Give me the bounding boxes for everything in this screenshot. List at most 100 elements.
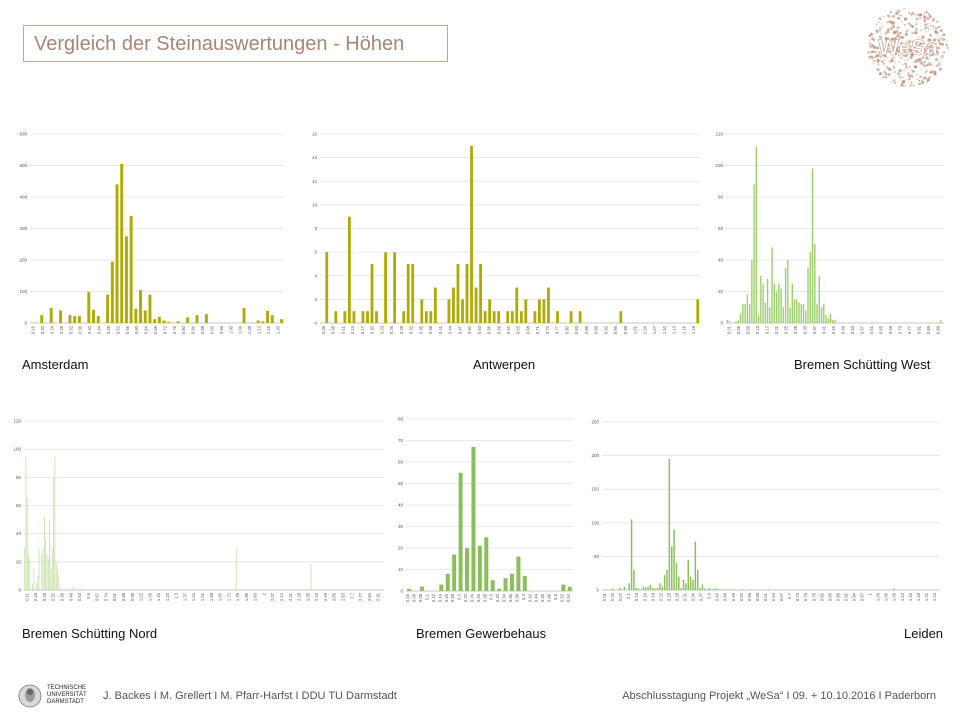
logo-dot: [894, 53, 897, 55]
bar: [420, 299, 424, 324]
logo-dot: [925, 30, 927, 33]
logo-dot: [938, 64, 940, 66]
logo-dot: [894, 12, 898, 16]
logo-dot: [929, 42, 932, 44]
logo-dot: [941, 37, 945, 42]
logo-dot: [937, 61, 941, 65]
logo-dot: [888, 15, 891, 19]
bar: [652, 587, 654, 590]
logo-dot: [932, 25, 935, 28]
x-tick-label: 0.88: [121, 592, 126, 601]
bar: [726, 319, 728, 323]
logo-dot: [903, 59, 905, 62]
bar: [49, 519, 51, 590]
bar: [811, 168, 814, 323]
y-tick-label: 12: [312, 179, 318, 184]
x-tick-label: 1.19: [691, 325, 696, 334]
bar: [732, 589, 734, 590]
logo-dot: [905, 66, 908, 69]
bar: [787, 260, 789, 323]
logo-dot: [875, 46, 880, 50]
city-label-leiden: Leiden: [904, 626, 944, 641]
logo-dot: [882, 53, 886, 57]
logo-dot: [920, 68, 923, 71]
bar: [771, 247, 773, 323]
x-tick-label: 0.53: [477, 325, 482, 334]
bar: [57, 568, 58, 591]
bar: [656, 587, 659, 590]
x-tick-label: 0.23: [379, 325, 384, 334]
x-tick-label: 2.91: [376, 592, 381, 601]
x-tick-label: 2.21: [288, 592, 293, 601]
bar: [742, 304, 744, 323]
x-tick-label: 0.80: [181, 325, 186, 334]
y-tick-label: 200: [19, 258, 27, 263]
logo-dot: [929, 45, 932, 49]
logo-dot: [891, 14, 896, 18]
x-tick-label: 0.17: [765, 325, 770, 334]
x-tick-label: 0.13: [634, 592, 639, 601]
logo-dot: [903, 46, 905, 49]
logo-dot: [872, 38, 876, 42]
logo-dot: [894, 61, 897, 64]
logo-dot: [874, 46, 877, 49]
y-tick-label: 100: [591, 520, 599, 525]
logo-dot: [926, 26, 929, 29]
y-tick-label: 400: [19, 195, 27, 200]
logo-dot: [925, 28, 927, 30]
bar: [522, 575, 527, 591]
logo-dot: [907, 58, 909, 61]
bar: [809, 252, 811, 324]
x-tick-label: 0.45: [831, 325, 836, 334]
logo-dot: [879, 35, 883, 39]
logo-dot: [874, 50, 878, 53]
x-tick-label: 0.83: [574, 325, 579, 334]
x-tick-label: 1.03: [876, 592, 881, 601]
logo-dot: [908, 78, 911, 81]
bar: [715, 588, 718, 590]
x-tick-label: 0.50: [467, 325, 472, 334]
y-tick-label: 80: [718, 195, 724, 200]
logo-dot: [923, 14, 925, 17]
logo-dot: [899, 76, 902, 79]
logo-dot: [888, 30, 890, 32]
logo-dot: [898, 37, 900, 40]
x-tick-label: 0.32: [51, 592, 56, 601]
bar: [68, 315, 72, 324]
logo-dot: [895, 47, 899, 51]
x-tick-label: 0.41: [822, 325, 827, 334]
bar: [823, 304, 825, 323]
x-tick-label: 0.1: [424, 593, 429, 599]
bar: [825, 315, 827, 324]
x-tick-label: 1.12: [900, 592, 905, 601]
x-tick-label: 0.18: [450, 593, 455, 602]
bar: [439, 584, 444, 591]
logo-dot: [909, 68, 912, 71]
logo-dot: [893, 79, 896, 82]
logo-dot: [910, 13, 913, 16]
logo-dot: [915, 22, 917, 24]
logo-dot: [897, 50, 900, 53]
logo-dot: [893, 31, 897, 35]
x-tick-label: 0.24: [50, 325, 55, 334]
x-tick-label: 0.60: [134, 325, 139, 334]
x-tick-label: 0.68: [153, 325, 158, 334]
x-tick-label: 0.52: [739, 592, 744, 601]
y-tick-label: 6: [314, 250, 317, 255]
x-tick-label: 1.08: [247, 325, 252, 334]
x-tick-label: 0.88: [835, 592, 840, 601]
logo-dot: [936, 20, 939, 23]
logo-dot: [923, 12, 926, 14]
x-tick-label: 0.32: [495, 593, 500, 602]
x-tick-label: 1.01: [633, 325, 638, 334]
logo-dot: [919, 61, 923, 64]
x-tick-label: 0.46: [540, 593, 545, 602]
x-tick-label: 0.47: [457, 325, 462, 334]
bar: [760, 275, 762, 323]
logo-dot: [899, 14, 901, 16]
logo-dot: [904, 54, 908, 57]
city-label-amsterdam: Amsterdam: [22, 357, 89, 372]
x-tick-label: 0.80: [564, 325, 569, 334]
x-tick-label: 0.65: [878, 325, 883, 334]
bar: [744, 304, 746, 323]
